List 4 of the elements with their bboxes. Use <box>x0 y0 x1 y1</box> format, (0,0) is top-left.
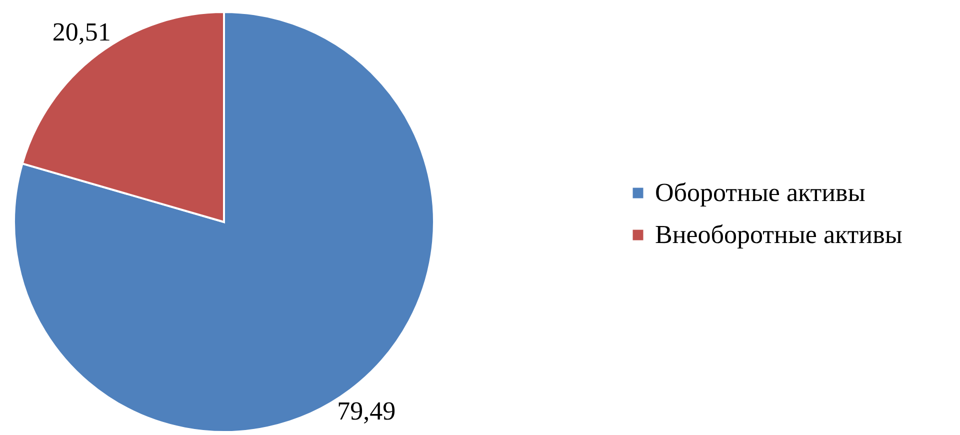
data-label: 20,51 <box>52 18 111 47</box>
data-label: 79,49 <box>337 396 396 426</box>
legend-label: Оборотные активы <box>655 178 866 207</box>
legend-label: Внеоборотные активы <box>655 220 902 249</box>
